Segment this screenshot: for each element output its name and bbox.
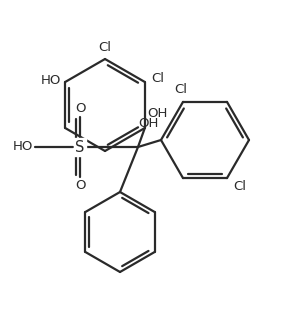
Text: O: O bbox=[75, 179, 85, 192]
Text: S: S bbox=[75, 139, 85, 154]
Text: Cl: Cl bbox=[175, 83, 188, 96]
Text: HO: HO bbox=[41, 74, 61, 87]
Text: Cl: Cl bbox=[99, 41, 111, 54]
Text: OH: OH bbox=[147, 107, 167, 120]
Text: Cl: Cl bbox=[233, 180, 246, 193]
Text: O: O bbox=[75, 102, 85, 115]
Text: OH: OH bbox=[139, 117, 159, 130]
Text: S: S bbox=[75, 139, 85, 154]
Text: HO: HO bbox=[13, 140, 33, 153]
Text: Cl: Cl bbox=[151, 72, 164, 85]
